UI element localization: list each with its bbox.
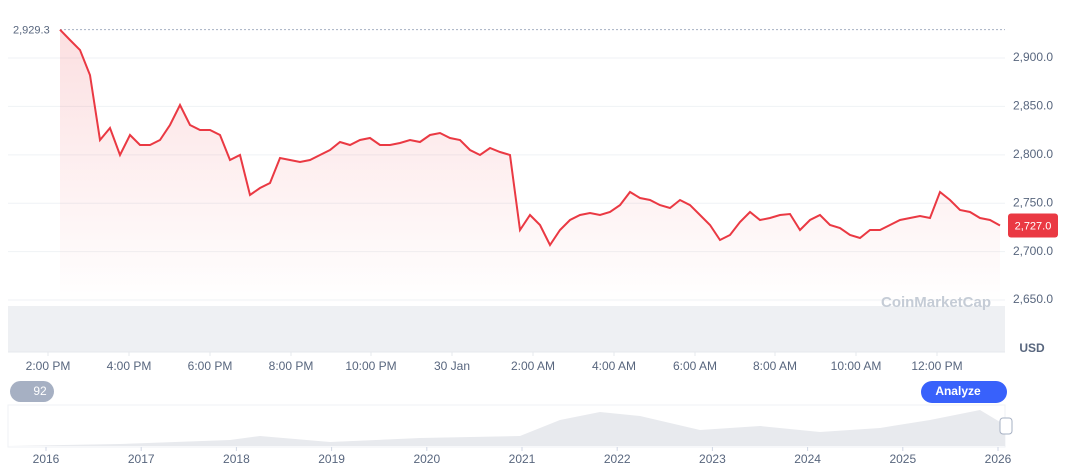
volume-band	[8, 306, 1005, 352]
navigator-silhouette	[8, 410, 1005, 446]
x-tick-label: 8:00 AM	[753, 359, 797, 373]
navigator-year: 2019	[318, 452, 345, 466]
y-tick-label: 2,800.0	[1013, 147, 1053, 161]
price-line	[59, 29, 1001, 247]
navigator-year: 2020	[413, 452, 440, 466]
x-tick-label: 6:00 AM	[673, 359, 717, 373]
y-tick-label: 2,700.0	[1013, 244, 1053, 258]
navigator-year: 2016	[33, 452, 60, 466]
watermark: CoinMarketCap	[881, 294, 991, 311]
navigator-year: 2025	[889, 452, 916, 466]
area-fill	[60, 29, 1000, 306]
x-tick-label: 10:00 AM	[831, 359, 882, 373]
x-tick-label: 2:00 PM	[26, 359, 71, 373]
navigator-year: 2024	[794, 452, 821, 466]
unit-label: USD	[1019, 341, 1045, 355]
y-tick-label: 2,650.0	[1013, 292, 1053, 306]
x-tick-label: 30 Jan	[434, 359, 470, 373]
navigator-year: 2021	[509, 452, 536, 466]
x-tick-label: 8:00 PM	[269, 359, 314, 373]
navigator-year: 2023	[699, 452, 726, 466]
y-tick-label: 2,850.0	[1013, 99, 1053, 113]
last-price-badge	[1008, 213, 1058, 238]
x-tick-label: 6:00 PM	[188, 359, 233, 373]
navigator-year: 2018	[223, 452, 250, 466]
navigator-handle[interactable]	[999, 417, 1013, 435]
x-tick-label: 12:00 PM	[911, 359, 962, 373]
y-tick-label: 2,900.0	[1013, 50, 1053, 64]
x-tick-label: 4:00 PM	[107, 359, 152, 373]
reference-label: 2,929.3	[13, 25, 50, 37]
navigator-year: 2017	[128, 452, 155, 466]
x-tick-label: 2:00 AM	[511, 359, 555, 373]
x-tick-label: 10:00 PM	[345, 359, 396, 373]
navigator-year: 2026	[985, 452, 1012, 466]
last-price-label: 2,727.0	[1015, 220, 1052, 232]
badge-text: 92	[33, 384, 47, 398]
y-tick-label: 2,750.0	[1013, 195, 1053, 209]
analyze-text: Analyze	[935, 384, 981, 398]
navigator-year: 2022	[604, 452, 631, 466]
x-tick-label: 4:00 AM	[592, 359, 636, 373]
analyze-button[interactable]	[921, 381, 1007, 403]
badge[interactable]	[10, 381, 54, 402]
